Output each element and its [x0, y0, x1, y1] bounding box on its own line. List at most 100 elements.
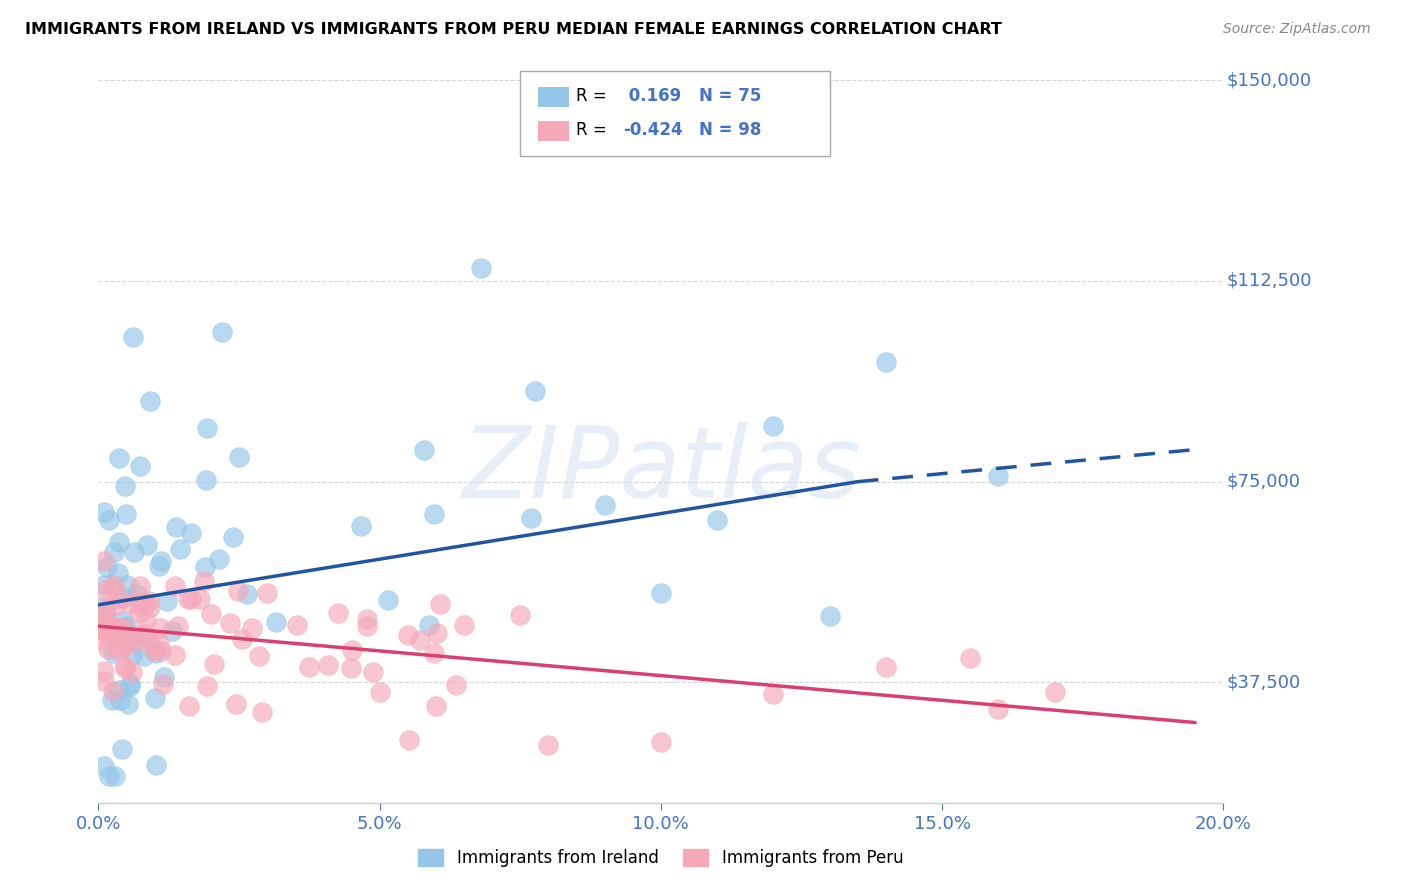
Immigrants from Peru [138, 637, 160, 651]
Immigrants from Peru [177, 592, 200, 607]
Immigrants from Ireland [114, 507, 136, 521]
Immigrants from Peru [111, 638, 134, 652]
Immigrants from Ireland [136, 631, 159, 645]
Immigrants from Ireland [93, 578, 115, 592]
Immigrants from Peru [219, 615, 242, 630]
Immigrants from Ireland [101, 692, 124, 706]
Immigrants from Ireland [122, 545, 145, 559]
Immigrants from Peru [101, 683, 124, 698]
Immigrants from Peru [93, 664, 115, 678]
Immigrants from Ireland [107, 566, 129, 581]
Immigrants from Ireland [148, 559, 170, 574]
Text: -0.424: -0.424 [623, 121, 682, 139]
Text: R =: R = [576, 121, 607, 139]
Immigrants from Ireland [122, 330, 145, 344]
Immigrants from Ireland [222, 531, 245, 545]
Immigrants from Peru [152, 677, 174, 691]
Immigrants from Peru [163, 579, 186, 593]
Immigrants from Ireland [112, 632, 135, 647]
Text: N = 75: N = 75 [699, 87, 761, 105]
Immigrants from Peru [148, 636, 170, 650]
Immigrants from Peru [256, 586, 278, 600]
Immigrants from Ireland [987, 469, 1010, 483]
Immigrants from Ireland [350, 518, 373, 533]
Immigrants from Ireland [470, 260, 492, 275]
Immigrants from Peru [228, 583, 250, 598]
Immigrants from Ireland [94, 606, 117, 620]
Immigrants from Peru [453, 618, 475, 632]
Immigrants from Peru [93, 554, 115, 568]
Text: N = 98: N = 98 [699, 121, 761, 139]
Immigrants from Peru [426, 626, 449, 640]
Immigrants from Peru [177, 698, 200, 713]
Immigrants from Peru [361, 665, 384, 679]
Immigrants from Ireland [103, 544, 125, 558]
Immigrants from Peru [100, 627, 122, 641]
Immigrants from Ireland [118, 679, 141, 693]
Immigrants from Peru [96, 602, 118, 616]
Immigrants from Peru [101, 619, 124, 633]
Immigrants from Peru [166, 619, 188, 633]
Immigrants from Peru [93, 620, 115, 634]
Immigrants from Peru [298, 659, 321, 673]
Immigrants from Peru [225, 698, 247, 712]
Immigrants from Peru [762, 687, 785, 701]
Immigrants from Peru [93, 617, 115, 632]
Immigrants from Peru [202, 657, 225, 671]
Immigrants from Ireland [377, 593, 399, 607]
Immigrants from Peru [115, 639, 138, 653]
Immigrants from Peru [118, 596, 141, 610]
Immigrants from Ireland [101, 646, 124, 660]
Immigrants from Peru [108, 623, 131, 637]
Immigrants from Ireland [98, 769, 121, 783]
Immigrants from Peru [200, 607, 222, 621]
Immigrants from Peru [104, 629, 127, 643]
Immigrants from Peru [987, 701, 1010, 715]
Immigrants from Peru [97, 627, 120, 641]
Immigrants from Peru [875, 660, 897, 674]
Immigrants from Ireland [108, 693, 131, 707]
Immigrants from Ireland [169, 542, 191, 557]
Immigrants from Ireland [875, 355, 897, 369]
Immigrants from Peru [128, 627, 150, 641]
Text: ZIPatlas: ZIPatlas [461, 422, 860, 519]
Immigrants from Ireland [121, 648, 143, 662]
Immigrants from Peru [129, 599, 152, 613]
Immigrants from Peru [135, 596, 157, 610]
Immigrants from Ireland [423, 508, 446, 522]
Immigrants from Peru [97, 626, 120, 640]
Immigrants from Ireland [128, 458, 150, 473]
Immigrants from Peru [108, 629, 131, 643]
Immigrants from Ireland [650, 586, 672, 600]
Immigrants from Ireland [93, 759, 115, 773]
Immigrants from Peru [249, 649, 271, 664]
Immigrants from Ireland [236, 587, 259, 601]
Immigrants from Ireland [111, 614, 134, 628]
Immigrants from Peru [114, 660, 136, 674]
Immigrants from Peru [537, 738, 560, 752]
Immigrants from Peru [122, 634, 145, 648]
Immigrants from Ireland [115, 619, 138, 633]
Immigrants from Peru [150, 644, 173, 658]
Immigrants from Ireland [93, 600, 115, 615]
Immigrants from Peru [1043, 685, 1066, 699]
Immigrants from Ireland [208, 551, 231, 566]
Immigrants from Ireland [593, 498, 616, 512]
Immigrants from Ireland [117, 697, 139, 711]
Immigrants from Peru [108, 619, 131, 633]
Immigrants from Ireland [118, 631, 141, 645]
Immigrants from Ireland [108, 450, 131, 465]
Immigrants from Peru [114, 658, 136, 673]
Immigrants from Peru [93, 614, 115, 628]
Immigrants from Peru [959, 651, 981, 665]
Immigrants from Ireland [195, 473, 218, 487]
Immigrants from Ireland [112, 624, 135, 638]
Immigrants from Peru [509, 608, 531, 623]
Immigrants from Ireland [145, 758, 167, 772]
Immigrants from Peru [326, 607, 349, 621]
Immigrants from Peru [285, 618, 308, 632]
Immigrants from Peru [356, 612, 378, 626]
Immigrants from Ireland [143, 690, 166, 705]
Immigrants from Ireland [138, 394, 160, 409]
Immigrants from Peru [423, 646, 446, 660]
